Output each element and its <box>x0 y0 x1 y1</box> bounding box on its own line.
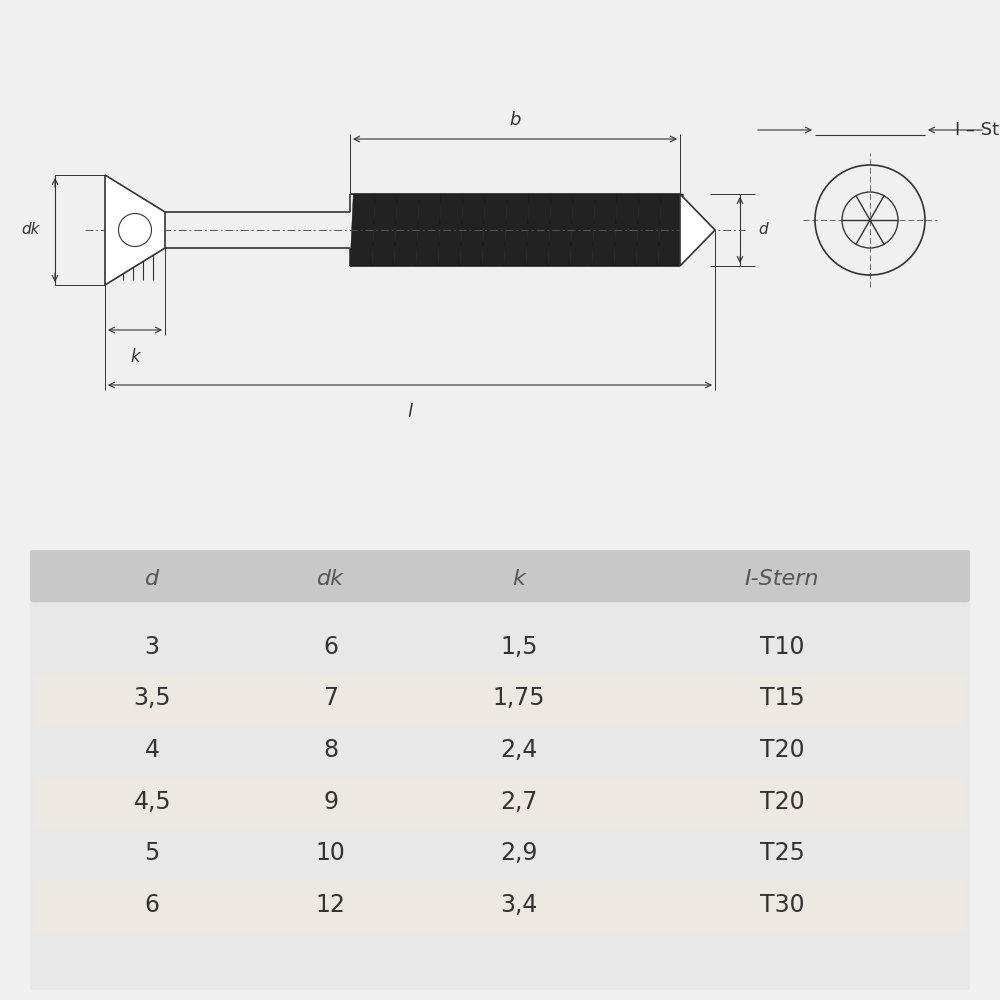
Polygon shape <box>482 194 507 266</box>
Text: T25: T25 <box>760 841 804 865</box>
Polygon shape <box>394 194 419 266</box>
Text: 4: 4 <box>145 738 160 762</box>
Text: 9: 9 <box>323 790 338 814</box>
FancyBboxPatch shape <box>35 778 965 830</box>
Text: 2,7: 2,7 <box>500 790 537 814</box>
Text: T20: T20 <box>760 790 804 814</box>
Text: d: d <box>145 569 159 589</box>
Text: 6: 6 <box>323 635 338 659</box>
Text: 2,4: 2,4 <box>500 738 537 762</box>
Text: T30: T30 <box>760 893 804 917</box>
Text: 3,4: 3,4 <box>500 893 537 917</box>
Text: dk: dk <box>317 569 344 589</box>
Text: d: d <box>758 223 768 237</box>
Text: 3,5: 3,5 <box>133 686 171 710</box>
Text: 12: 12 <box>316 893 346 917</box>
Text: 7: 7 <box>323 686 338 710</box>
Polygon shape <box>592 194 617 266</box>
Text: T20: T20 <box>760 738 804 762</box>
Polygon shape <box>416 194 441 266</box>
Polygon shape <box>614 194 639 266</box>
Polygon shape <box>438 194 463 266</box>
Text: 3: 3 <box>145 635 160 659</box>
Text: 6: 6 <box>145 893 160 917</box>
Polygon shape <box>105 175 165 285</box>
Polygon shape <box>350 194 375 266</box>
Text: 10: 10 <box>316 841 346 865</box>
FancyBboxPatch shape <box>35 881 965 933</box>
Polygon shape <box>570 194 595 266</box>
Text: b: b <box>509 111 521 129</box>
Polygon shape <box>636 194 661 266</box>
Polygon shape <box>504 194 529 266</box>
Text: 1,75: 1,75 <box>493 686 545 710</box>
Text: 5: 5 <box>145 841 160 865</box>
Text: I-Stern: I-Stern <box>745 569 819 589</box>
Text: k: k <box>130 348 140 366</box>
Text: T15: T15 <box>760 686 804 710</box>
Text: 1,5: 1,5 <box>500 635 538 659</box>
Polygon shape <box>658 194 683 266</box>
Text: k: k <box>512 569 525 589</box>
Polygon shape <box>548 194 573 266</box>
Text: 4,5: 4,5 <box>133 790 171 814</box>
Text: I – Stern: I – Stern <box>955 121 1000 139</box>
Polygon shape <box>460 194 485 266</box>
FancyBboxPatch shape <box>35 674 965 727</box>
FancyBboxPatch shape <box>30 549 970 602</box>
Text: l: l <box>408 403 413 421</box>
Text: 8: 8 <box>323 738 338 762</box>
Polygon shape <box>372 194 397 266</box>
Text: 2,9: 2,9 <box>500 841 537 865</box>
Text: T10: T10 <box>760 635 804 659</box>
Text: dk: dk <box>22 223 40 237</box>
FancyBboxPatch shape <box>21 544 979 996</box>
Polygon shape <box>680 194 715 266</box>
Polygon shape <box>526 194 551 266</box>
